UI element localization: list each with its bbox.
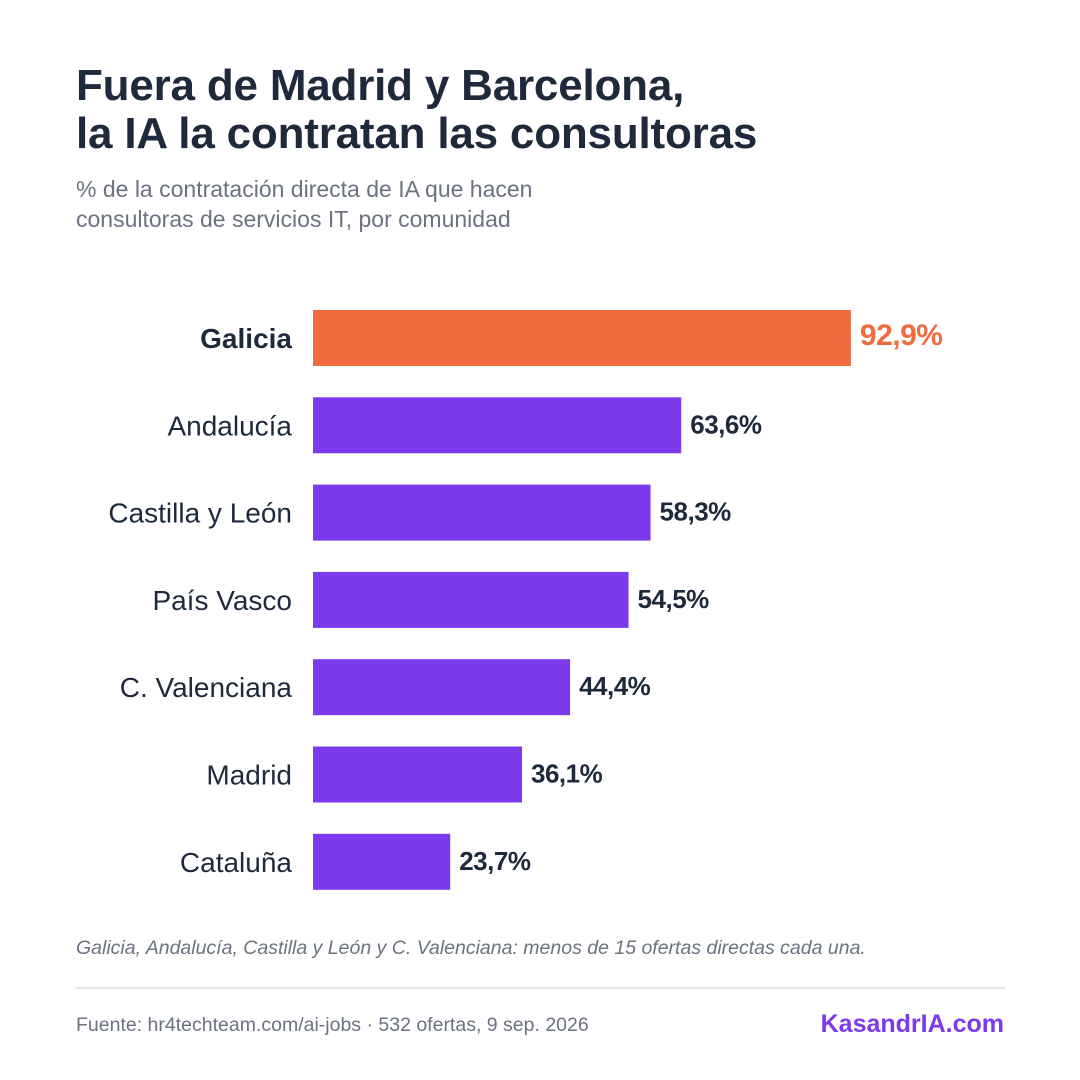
category-label-c-valenciana: C. Valenciana [120,672,293,703]
bar-andalucia [313,397,682,454]
category-label-cataluna: Cataluña [180,847,293,878]
bar-cataluna [313,833,451,890]
bar-pais-vasco [313,571,629,628]
value-label-madrid: 36,1% [531,759,603,789]
chart-subtitle: % de la contratación directa de IA que h… [76,174,532,234]
bar-castilla-y-leon [313,484,651,541]
value-label-andalucia: 63,6% [690,409,762,439]
chart-title-line-1: Fuera de Madrid y Barcelona, [76,61,685,110]
chart-title: Fuera de Madrid y Barcelona, la IA la co… [76,62,757,158]
category-label-pais-vasco: País Vasco [152,585,292,616]
bar-galicia [313,310,851,366]
category-label-castilla-y-leon: Castilla y León [108,498,292,529]
footnote: Galicia, Andalucía, Castilla y León y C.… [76,937,866,959]
footer-divider [76,987,1005,989]
value-label-galicia: 92,9% [860,319,943,352]
category-label-madrid: Madrid [206,760,292,791]
bar-c-valenciana [313,659,571,716]
bar-chart: Galicia 92,9% Andalucía 63,6% Castilla y Leó… [108,310,943,890]
chart-title-line-2: la IA la contratan las consultoras [76,109,758,158]
value-label-pais-vasco: 54,5% [638,584,710,614]
chart-subtitle-line-2: consultoras de servicios IT, por comunid… [76,206,511,232]
category-label-andalucia: Andalucía [167,410,292,441]
brand-link[interactable]: KasandrIA.com [820,1010,1004,1038]
value-label-c-valenciana: 44,4% [579,671,651,701]
value-label-castilla-y-leon: 58,3% [660,497,732,527]
bar-madrid [313,746,523,803]
value-label-cataluna: 23,7% [459,846,531,876]
source-text: Fuente: hr4techteam.com/ai-jobs · 532 of… [76,1014,589,1036]
category-label-galicia: Galicia [200,323,292,354]
chart-subtitle-line-1: % de la contratación directa de IA que h… [76,176,533,202]
